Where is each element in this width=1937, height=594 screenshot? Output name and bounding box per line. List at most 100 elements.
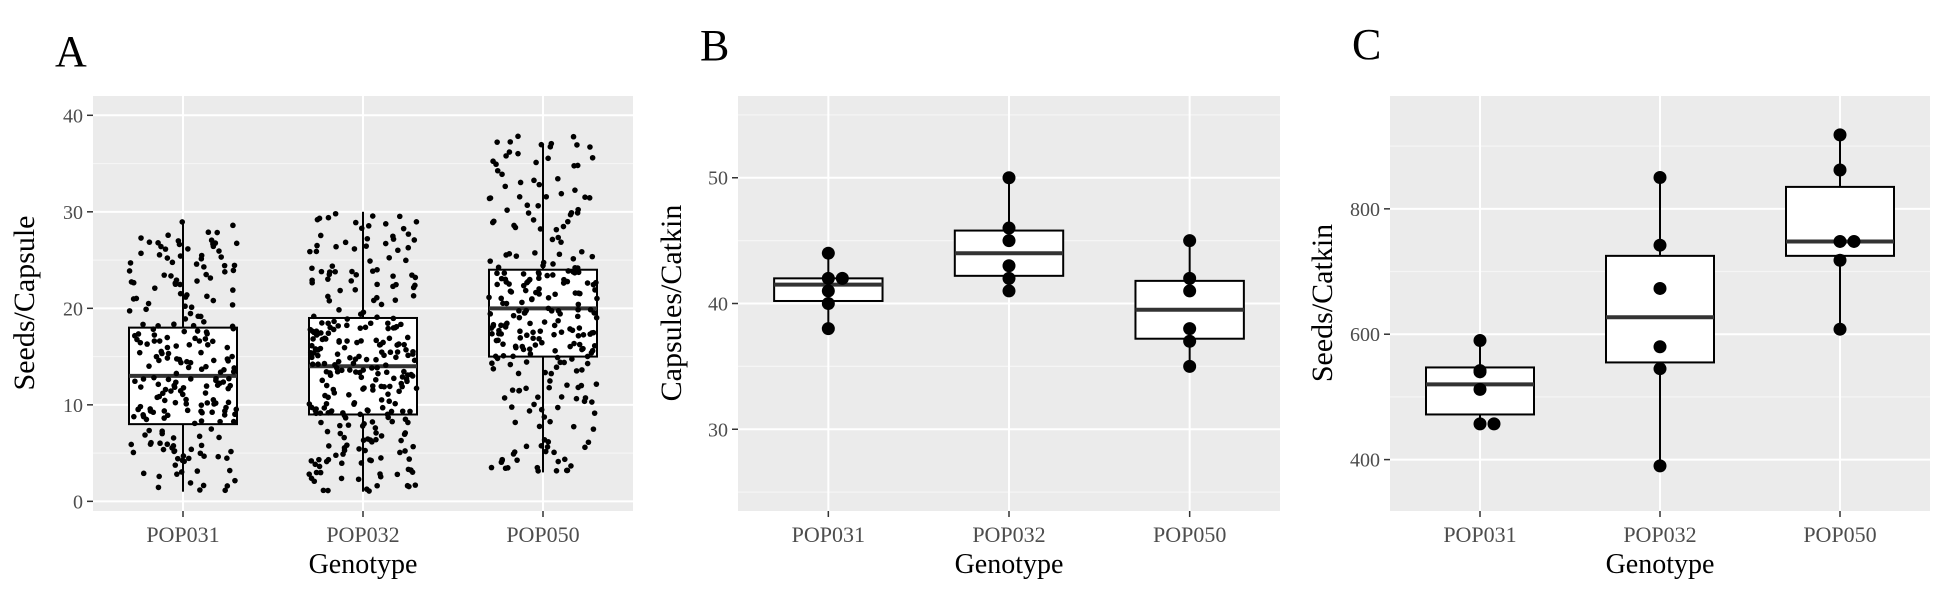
jitter-point (408, 371, 414, 378)
jitter-point (209, 409, 215, 416)
jitter-point (403, 257, 409, 264)
jitter-point (184, 407, 191, 414)
jitter-point (548, 370, 555, 377)
jitter-point (146, 427, 152, 434)
jitter-point (506, 149, 513, 155)
jitter-point (213, 375, 219, 382)
jitter-point (487, 311, 494, 317)
data-point (821, 246, 835, 260)
jitter-point (560, 223, 567, 230)
jitter-point (390, 273, 396, 279)
jitter-point (325, 456, 332, 463)
jitter-point (494, 167, 501, 174)
data-point (1183, 359, 1197, 373)
jitter-point (501, 395, 508, 401)
jitter-point (509, 387, 516, 393)
jitter-point (231, 365, 237, 371)
jitter-point (515, 150, 521, 157)
jitter-point (500, 341, 506, 347)
jitter-point (534, 464, 541, 471)
y-tick-label: 600 (1350, 324, 1380, 346)
jitter-point (145, 300, 152, 307)
jitter-point (373, 337, 380, 344)
jitter-point (356, 353, 362, 360)
jitter-point (382, 362, 389, 368)
jitter-point (165, 350, 172, 357)
jitter-point (196, 433, 203, 440)
jitter-point (224, 344, 231, 351)
jitter-point (325, 487, 331, 494)
jitter-point (532, 342, 539, 348)
jitter-point (342, 239, 349, 246)
jitter-point (358, 374, 365, 381)
jitter-point (584, 360, 591, 367)
jitter-point (309, 265, 315, 272)
jitter-point (553, 364, 560, 371)
jitter-point (571, 340, 577, 347)
jitter-point (185, 455, 192, 462)
jitter-point (194, 328, 201, 334)
jitter-point (337, 430, 344, 437)
jitter-point (574, 210, 581, 216)
jitter-point (208, 426, 215, 432)
jitter-point (504, 320, 510, 327)
jitter-point (203, 383, 210, 389)
jitter-point (225, 399, 232, 406)
jitter-point (585, 439, 592, 446)
jitter-point (193, 261, 200, 267)
data-point (1183, 271, 1197, 285)
jitter-point (192, 335, 198, 342)
jitter-point (198, 402, 205, 408)
jitter-point (590, 426, 597, 432)
jitter-point (203, 363, 209, 370)
jitter-point (342, 415, 349, 421)
jitter-point (335, 323, 342, 329)
jitter-point (404, 334, 411, 341)
panel-c-points (1473, 128, 1861, 473)
jitter-point (332, 210, 339, 217)
jitter-point (165, 232, 171, 239)
jitter-point (401, 341, 407, 348)
jitter-point (358, 225, 365, 232)
jitter-point (584, 353, 591, 360)
jitter-point (215, 453, 222, 460)
jitter-point (511, 222, 517, 229)
jitter-point (374, 482, 380, 489)
jitter-point (140, 413, 147, 420)
jitter-point (591, 410, 598, 416)
jitter-point (186, 342, 193, 348)
jitter-point (369, 365, 375, 371)
jitter-point (405, 231, 412, 237)
jitter-point (161, 408, 168, 414)
data-point (1002, 221, 1016, 235)
jitter-point (324, 428, 331, 435)
jitter-point (572, 187, 578, 193)
jitter-point (394, 349, 401, 355)
jitter-point (344, 316, 351, 322)
x-tick-label: POP050 (1803, 522, 1876, 547)
jitter-point (187, 480, 194, 486)
jitter-point (226, 375, 232, 382)
jitter-point (488, 464, 495, 471)
x-tick-label: POP032 (1623, 522, 1696, 547)
jitter-point (579, 367, 585, 373)
jitter-point (216, 434, 222, 441)
jitter-point (548, 308, 555, 314)
jitter-point (344, 442, 350, 448)
jitter-point (170, 443, 177, 449)
jitter-point (403, 347, 409, 353)
jitter-point (207, 275, 214, 281)
jitter-point (312, 407, 319, 414)
jitter-point (547, 143, 554, 150)
jitter-point (552, 348, 558, 354)
jitter-point (344, 338, 350, 344)
data-point (1833, 128, 1847, 142)
jitter-point (564, 382, 570, 388)
jitter-point (372, 425, 379, 431)
jitter-point (362, 324, 369, 331)
jitter-point (399, 408, 406, 415)
data-point (1833, 234, 1847, 248)
jitter-point (551, 331, 557, 338)
jitter-point (230, 418, 237, 425)
jitter-point (164, 355, 171, 361)
